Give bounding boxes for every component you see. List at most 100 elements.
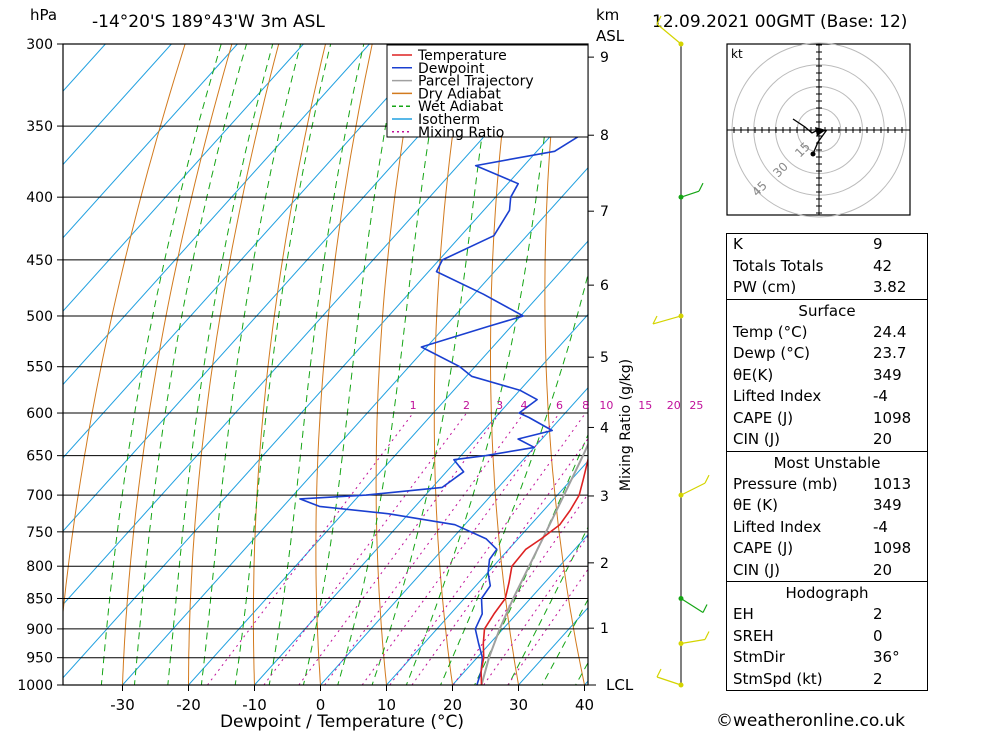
dry-adiabat-line	[252, 44, 326, 685]
mixing-ratio-axis-title: Mixing Ratio (g/kg)	[618, 359, 634, 491]
temperature-tick-label: 10	[377, 696, 396, 714]
pressure-tick-label: 900	[26, 622, 53, 638]
lcl-label: LCL	[606, 676, 634, 694]
dry-adiabat-line	[934, 44, 1000, 711]
km-tick-label: 6	[600, 278, 609, 294]
hodograph-end-point	[810, 151, 816, 157]
pressure-tick-label: 800	[26, 559, 53, 575]
wet-adiabat-line	[405, 44, 558, 685]
surface-block: Surface Temp (°C) 24.4 Dewp (°C) 23.7 θE(K) 3…	[726, 298, 928, 451]
mixing-ratio-label: 2	[463, 399, 470, 412]
km-unit-label: km	[596, 6, 620, 24]
km-tick-label: 7	[600, 204, 609, 220]
dry-adiabat-line	[188, 44, 280, 685]
dry-adiabat-line	[544, 44, 586, 685]
km-tick-label: 9	[600, 50, 609, 66]
wind-barb	[656, 23, 682, 45]
wet-adiabat-line	[133, 44, 247, 685]
legend-entry: Mixing Ratio	[418, 125, 504, 141]
most-unstable-index-label: Lifted Index	[733, 517, 822, 536]
general-index-label: K	[733, 235, 743, 253]
mixing-ratio-line	[452, 493, 588, 685]
pressure-tick-label: 550	[26, 360, 53, 376]
surface-index-label: CAPE (J)	[733, 408, 794, 427]
hodograph-index-value: 0	[873, 626, 883, 645]
surface-index-value: 349	[873, 365, 902, 384]
most-unstable-index-row: CAPE (J) 1098	[727, 538, 927, 560]
legend-entry: Dewpoint	[418, 61, 485, 77]
wind-barb-feather	[652, 315, 658, 325]
pressure-tick-label: 300	[26, 37, 53, 53]
station-location: -14°20'S 189°43'W 3m ASL	[92, 12, 325, 32]
mixing-ratio-label: 1	[410, 399, 417, 412]
most-unstable-title: Most Unstable	[773, 453, 881, 472]
hodograph-index-value: 36°	[873, 648, 900, 666]
surface-index-value: -4	[873, 387, 888, 405]
pressure-tick-label: 500	[26, 309, 53, 325]
most-unstable-index-value: 20	[873, 560, 893, 579]
isotherm-line	[63, 44, 436, 459]
hodograph-index-value: 2	[873, 605, 883, 623]
pressure-tick-label: 450	[26, 253, 53, 269]
most-unstable-index-row: Lifted Index -4	[727, 517, 927, 539]
isotherm-line	[319, 387, 588, 685]
dry-adiabat-line	[649, 44, 724, 711]
hodograph-index-row: SREH 0	[727, 626, 927, 648]
isotherm-line	[385, 460, 588, 685]
wet-adiabat-line	[440, 272, 588, 685]
dewpoint-line	[299, 62, 588, 685]
most-unstable-block: Most Unstable Pressure (mb) 1013 θE (K) 349…	[726, 450, 928, 581]
surface-index-row: CIN (J) 20	[727, 429, 927, 451]
wet-adiabat-line	[337, 44, 445, 685]
hodograph-index-row: StmSpd (kt) 2	[727, 669, 927, 691]
dry-adiabat-line	[980, 44, 1000, 711]
temperature-tick-label: 20	[443, 696, 462, 714]
wet-adiabat-line	[234, 44, 332, 685]
isotherm-line	[63, 44, 106, 92]
km-tick-label: 2	[600, 556, 609, 572]
most-unstable-index-value: 1098	[873, 539, 912, 557]
wind-barb	[652, 315, 682, 325]
wet-adiabat-line	[200, 44, 302, 685]
legend-entry: Wet Adiabat	[418, 99, 504, 115]
wind-barb	[680, 190, 700, 198]
pressure-tick-label: 1000	[17, 678, 53, 694]
most-unstable-index-label: θE (K)	[733, 496, 778, 514]
wet-adiabat-line	[541, 598, 588, 685]
general-index-label: PW (cm)	[733, 278, 797, 296]
isotherm-line	[63, 44, 304, 312]
most-unstable-index-value: 349	[873, 496, 902, 514]
surface-index-label: CIN (J)	[733, 430, 781, 448]
km-tick-label: 5	[600, 350, 609, 366]
surface-index-value: 1098	[873, 408, 912, 427]
km-tick-label: 3	[600, 489, 609, 505]
x-axis-title: Dewpoint / Temperature (°C)	[220, 712, 464, 732]
mixing-ratio-label: 4	[520, 399, 527, 412]
pressure-tick-label: 350	[26, 119, 53, 135]
surface-index-row: Lifted Index -4	[727, 386, 927, 408]
mixing-ratio-line	[263, 412, 467, 685]
wet-adiabat-line	[268, 44, 365, 685]
plot-frame	[62, 43, 589, 686]
temperature-tick-label: 30	[509, 696, 528, 714]
mixing-ratio-line	[324, 412, 525, 685]
wind-barb	[656, 676, 682, 686]
legend-entry: Parcel Trajectory	[418, 74, 534, 90]
general-index-value: 3.82	[873, 278, 907, 296]
storm-motion-marker	[815, 127, 826, 136]
wind-barb-feather	[704, 631, 710, 640]
legend-entry: Dry Adiabat	[418, 86, 501, 102]
most-unstable-index-label: CAPE (J)	[733, 539, 794, 557]
legend-box	[386, 44, 589, 138]
isotherm-line	[63, 93, 588, 679]
general-indices-block: K 9 Totals Totals 42 PW (cm) 3.82	[726, 233, 928, 299]
hodograph-title: Hodograph	[785, 584, 869, 602]
wet-adiabat-line	[167, 44, 274, 685]
general-index-row: Totals Totals 42	[727, 256, 927, 278]
hodograph-index-label: EH	[733, 605, 754, 623]
wind-barb	[680, 638, 706, 645]
km-tick-label: 1	[600, 621, 609, 637]
hodograph-index-label: StmDir	[733, 648, 785, 666]
surface-index-row: θE(K) 349	[727, 365, 927, 387]
pressure-tick-label: 600	[26, 406, 53, 422]
